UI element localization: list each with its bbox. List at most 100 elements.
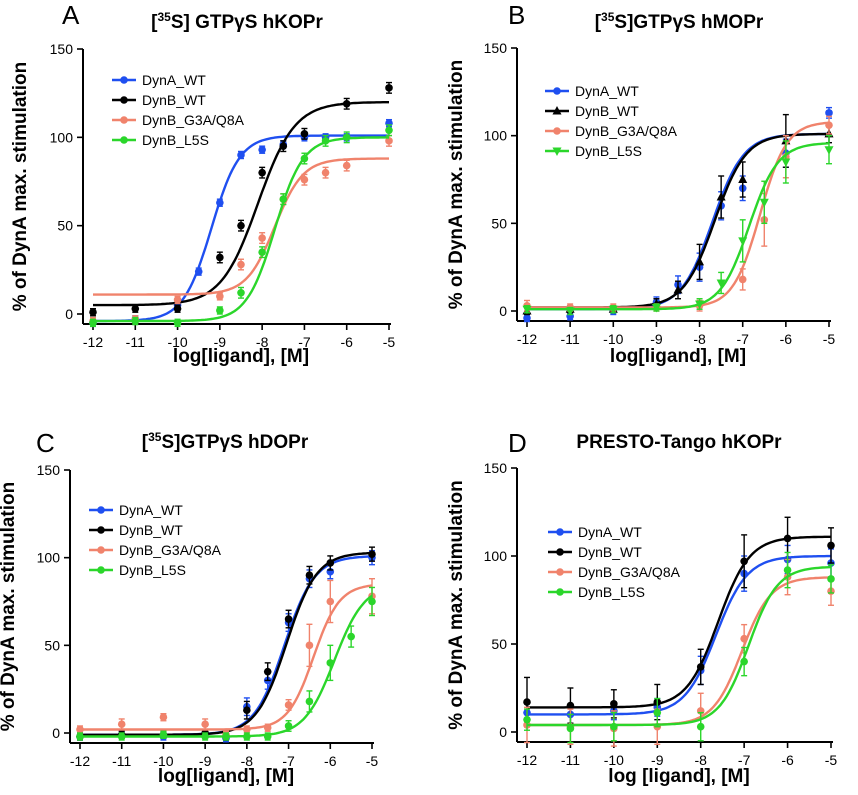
data-point [159,713,168,722]
y-tick-label: 0 [65,306,73,322]
x-tick-label: -11 [126,334,145,350]
x-tick-label: -12 [83,334,103,350]
data-point [608,305,618,315]
data-point [76,732,84,741]
data-point [263,667,272,676]
data-point [342,161,351,170]
data-point [368,597,376,606]
series-DynB_WT [89,81,393,317]
x-tick-label: -12 [517,752,537,768]
legend-label: DynB_G3A/Q8A [119,542,222,558]
data-point [284,701,293,709]
data-point [300,175,309,184]
data-point [825,121,833,129]
x-axis-title: log[ligand], [M] [610,346,746,367]
y-tick-label: 0 [499,303,507,319]
x-tick-label: -10 [167,334,187,350]
legend-label: DynB_WT [142,92,206,108]
data-point [243,706,251,715]
data-point [696,663,705,671]
legend-marker [120,76,128,84]
x-tick-label: -7 [736,331,749,347]
x-tick-label: -10 [153,753,173,769]
y-tick-label: 100 [484,548,508,564]
panel-title: [35S]GTPγS hDOPr [142,430,309,453]
data-point [216,198,224,207]
series-DynB_WT [523,516,835,728]
data-point [216,306,224,315]
data-point [368,550,376,558]
data-point [222,732,230,741]
data-point [131,304,140,313]
legend-entry: DynB_G3A/Q8A [89,542,222,558]
legend-entry: DynA_WT [548,524,642,540]
data-point [159,730,168,739]
data-point [673,284,683,294]
data-point [385,137,393,145]
y-tick-label: 150 [37,462,61,478]
legend-entry: DynB_G3A/Q8A [112,112,245,128]
x-tick-label: -9 [214,334,227,350]
x-tick-label: -8 [256,334,269,350]
legend-entry: DynB_L5S [112,132,209,148]
fit-curve [93,136,389,323]
data-point [237,221,245,230]
fit-curve [527,565,832,727]
legend-entry: DynB_L5S [548,584,645,600]
legend-entry: DynB_WT [89,522,183,538]
legend-marker [556,528,564,536]
data-point [300,154,309,163]
legend-marker [556,588,564,596]
panel-B: B [35S]GTPγS hMOPr 0 50 100 150 -12 -11 -10 -9 -8 -… [446,0,835,367]
legend-marker [120,116,128,124]
x-tick-label: -12 [517,331,537,347]
panel-letter: B [508,0,525,30]
legend-marker [553,127,561,135]
legend-marker [556,568,564,576]
data-point [342,133,351,142]
legend-marker [552,106,562,115]
data-point [76,725,84,734]
fit-curve [80,594,373,738]
legend-entry: DynB_G3A/Q8A [545,123,678,139]
x-tick-label: -8 [694,752,707,768]
data-point [653,708,662,717]
data-point [300,130,309,138]
legend-label: DynB_L5S [142,132,209,148]
data-point [201,720,209,729]
legend-entry: DynB_WT [545,103,639,119]
legend-label: DynB_G3A/Q8A [578,564,681,580]
data-point [716,279,726,288]
y-axis-title: % of DynA max. stimulation [446,60,467,310]
legend-label: DynA_WT [575,83,639,99]
y-tick-label: 150 [484,40,508,56]
series-DynB_L5S [76,586,376,741]
legend-entry: DynA_WT [545,83,639,99]
y-tick-label: 0 [499,724,507,740]
legend-marker [553,87,561,95]
legend-marker [97,566,105,574]
data-point [321,168,330,177]
data-point [258,145,266,154]
data-point [610,700,618,708]
legend-entry: DynB_G3A/Q8A [548,564,681,580]
series-DynB_L5S [522,134,834,316]
data-point [237,289,245,297]
x-tick-label: -12 [70,753,90,769]
x-tick-label: -11 [112,753,131,769]
series-DynB_L5S [523,551,835,744]
data-point [284,722,293,730]
y-tick-label: 150 [50,41,74,57]
panel-letter: A [62,0,80,30]
legend-entry: DynB_WT [548,544,642,560]
legend-marker [97,546,105,554]
fit-curve [527,554,831,716]
data-point [738,275,747,284]
x-tick-label: -8 [693,331,706,347]
data-point [523,698,531,706]
data-point [237,260,245,269]
data-point [759,198,769,208]
data-point [716,192,726,201]
data-point [783,534,792,543]
